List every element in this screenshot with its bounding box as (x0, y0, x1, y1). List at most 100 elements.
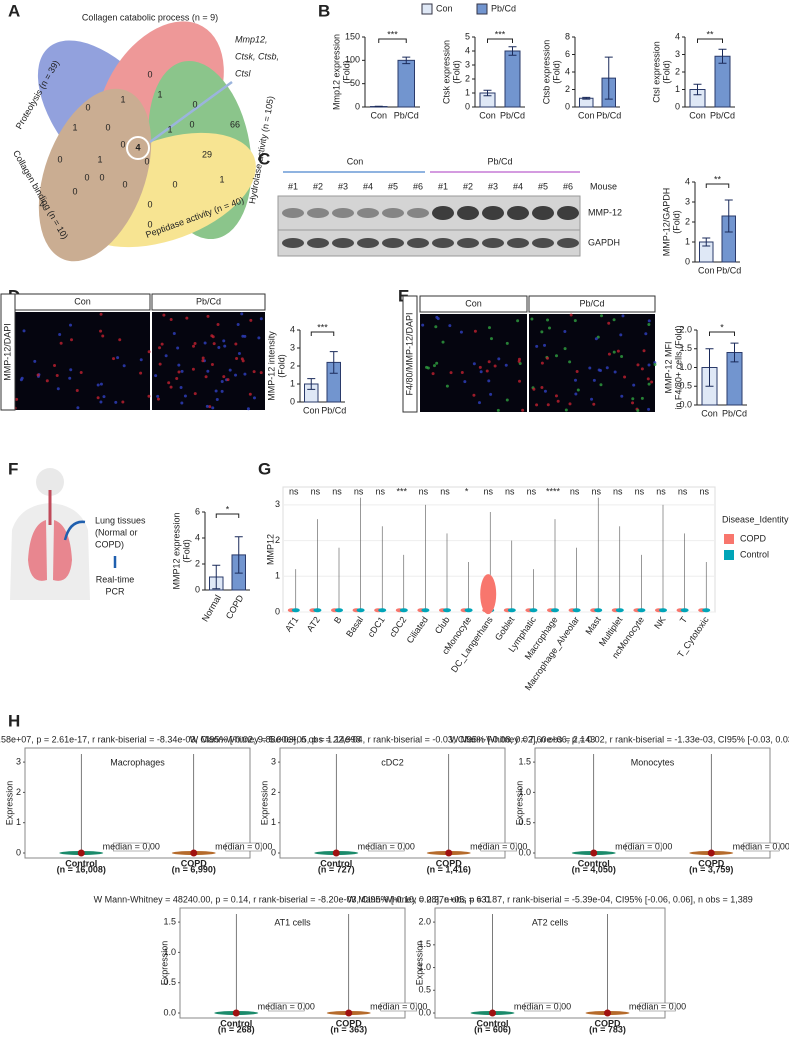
venn-count: 0 (147, 69, 152, 79)
significance-label: *** (317, 322, 328, 332)
cell (160, 342, 164, 346)
cell (599, 383, 603, 387)
cell (487, 360, 491, 364)
stat-text: W Mann-Whitney = 2.37e+05, p = 0.87, r r… (347, 894, 752, 904)
cell (504, 363, 508, 367)
group-label: COPD (698, 858, 725, 868)
y-axis-label: Mmp12 expression (331, 34, 341, 110)
y-tick-label: 2.0 (418, 916, 431, 926)
cell (180, 401, 184, 405)
significance-label: **** (546, 486, 561, 496)
error-bar (483, 89, 492, 97)
tissue-label: (Normal or (95, 527, 138, 537)
cell (226, 378, 230, 382)
x-tick-label: Con (479, 110, 496, 120)
y-axis-label: Expression (414, 941, 424, 986)
cell (620, 354, 624, 358)
cell (158, 362, 162, 366)
significance-label: *** (387, 29, 398, 39)
cell (479, 370, 483, 374)
cell (612, 350, 616, 354)
cell (647, 382, 651, 386)
median-box (524, 1002, 561, 1012)
median-dot (232, 1009, 240, 1017)
venn-count: 1 (157, 89, 162, 99)
blot-band (282, 208, 304, 218)
cell (177, 370, 181, 374)
human-illustration (10, 468, 90, 600)
y-tick-label: 3 (16, 756, 21, 766)
violin-body (594, 608, 603, 613)
cell (208, 405, 212, 409)
y-tick-label: 0 (465, 101, 470, 111)
callout-arrow (149, 80, 233, 144)
y-tick-label: 0 (685, 256, 690, 266)
significance-label: ns (311, 486, 321, 496)
cell (169, 385, 173, 389)
group-label: Control (477, 1018, 509, 1028)
cell (249, 318, 253, 322)
cell (540, 361, 544, 365)
cell (573, 378, 577, 382)
y-tick-label: 1 (685, 236, 690, 246)
cell (573, 319, 577, 323)
cell (431, 372, 435, 376)
y-tick-label: 0.5 (679, 381, 692, 391)
y-axis-label: MMP-12 intensity (266, 331, 276, 401)
y-tick-label: 1.5 (418, 939, 431, 949)
venn-count: 1 (72, 122, 77, 132)
cell (216, 323, 220, 327)
violin-body (702, 608, 711, 613)
cell (505, 398, 509, 402)
y-tick-label: 2 (675, 66, 680, 76)
cell (70, 338, 74, 342)
cell (623, 375, 627, 379)
cell (636, 409, 640, 413)
median-box (625, 842, 662, 852)
median-label: median = 0.00 (629, 1001, 686, 1011)
legend-title: Disease_Identity (722, 514, 789, 524)
lane-label: #3 (338, 181, 348, 191)
y-tick-label: 4 (685, 176, 690, 186)
error-bar (730, 342, 739, 363)
violin-body (443, 608, 451, 613)
cell (45, 379, 49, 383)
group-n: (n = 4,050) (572, 864, 616, 874)
cell (619, 333, 623, 337)
lane-label: #5 (388, 181, 398, 191)
group-n: (n = 268) (218, 1024, 255, 1034)
venn-count: 0 (122, 179, 127, 189)
cell (545, 356, 549, 360)
cell (644, 332, 648, 336)
violin-body (291, 608, 300, 613)
cell (19, 378, 23, 382)
lane-label: #2 (313, 181, 323, 191)
stat-text: W Mann-Whitney = 5.00e+05, p = 1.14e-04,… (190, 734, 595, 744)
group-label: Control (220, 1018, 252, 1028)
cell (164, 354, 168, 358)
cell (116, 356, 120, 360)
blot-band (507, 238, 529, 248)
x-tick-label: Pb/Cd (710, 110, 735, 120)
cell (212, 342, 216, 346)
venn-count: 4 (39, 199, 44, 209)
error-bar (718, 48, 727, 64)
median-label: median = 0.00 (103, 841, 160, 851)
cell (518, 362, 522, 366)
significance-label: ns (613, 486, 623, 496)
significance-label: ns (527, 486, 537, 496)
blot-band (482, 238, 504, 248)
cell (632, 383, 636, 387)
cell (241, 359, 245, 363)
cell (252, 396, 256, 400)
cell (228, 368, 232, 372)
lane-label: #1 (288, 181, 298, 191)
median-box (368, 842, 405, 852)
median-dot (332, 849, 340, 857)
cell (222, 375, 226, 379)
significance-label: * (226, 504, 230, 514)
cell (487, 379, 491, 383)
cell (647, 322, 651, 326)
cell (58, 333, 62, 337)
violin-body (637, 608, 646, 613)
